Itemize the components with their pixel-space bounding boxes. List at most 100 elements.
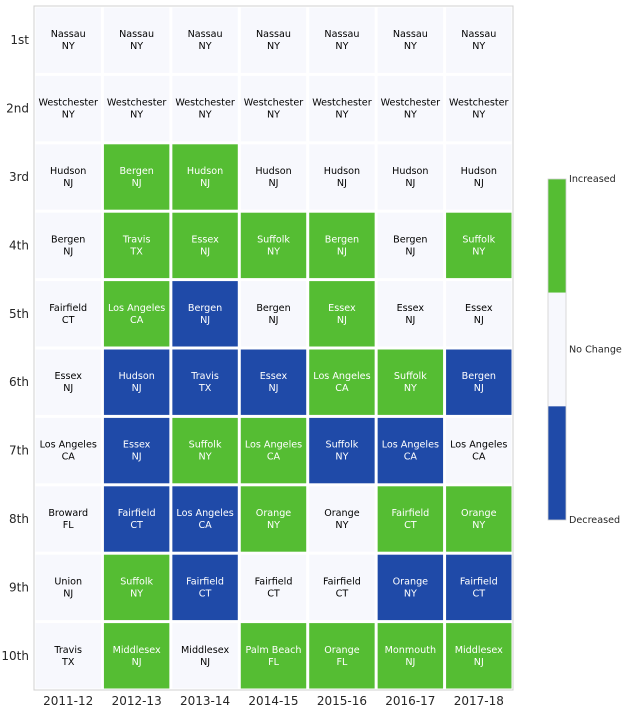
cell-county: Fairfield (460, 576, 498, 587)
heatmap-cells: NassauNYNassauNYNassauNYNassauNYNassauNY… (35, 7, 512, 689)
colorbar-label: No Change (569, 345, 622, 356)
row-label: 10th (1, 649, 29, 663)
cell-fill (309, 417, 375, 484)
cell-fill (35, 486, 101, 552)
cell-state: NJ (63, 246, 73, 257)
cell-fill (172, 486, 238, 552)
cell-state: NJ (63, 178, 73, 189)
cell-county: Middlesex (455, 645, 503, 656)
cell-fill (240, 281, 307, 347)
cell-state: NJ (132, 657, 142, 668)
cell-state: NY (335, 41, 348, 52)
cell-county: Hudson (324, 166, 360, 177)
row-labels: 1st 2nd 3rd 4th 5th 6th 7th 8th 9th 10th (1, 33, 29, 663)
cell-county: Bergen (119, 166, 153, 177)
colorbar-band (548, 406, 566, 520)
cell-county: Los Angeles (450, 440, 507, 451)
row-label: 2nd (6, 102, 29, 116)
cell-county: Hudson (392, 166, 428, 177)
cell-state: CA (404, 452, 418, 463)
cell-county: Bergen (462, 371, 496, 382)
cell-fill (103, 7, 170, 73)
cell-county: Los Angeles (382, 440, 439, 451)
row-label: 6th (9, 375, 29, 389)
cell-state: NY (404, 383, 417, 394)
cell-fill (309, 75, 375, 142)
cell-fill (309, 144, 375, 210)
cell-county: Essex (465, 303, 493, 314)
cell-state: TX (198, 383, 212, 394)
column-label: 2011-12 (43, 694, 93, 708)
cell-state: NJ (337, 246, 347, 257)
cell-fill (377, 623, 444, 689)
cell-county: Essex (191, 234, 219, 245)
cell-fill (103, 212, 170, 279)
cell-county: Orange (461, 508, 497, 519)
cell-county: Los Angeles (176, 508, 233, 519)
cell-fill (172, 623, 238, 689)
cell-state: NJ (474, 383, 484, 394)
row-label: 8th (9, 512, 29, 526)
cell-fill (240, 486, 307, 552)
cell-state: NJ (132, 178, 142, 189)
cell-fill (240, 7, 307, 73)
cell-state: NY (472, 520, 485, 531)
cell-state: CA (335, 383, 349, 394)
cell-county: Nassau (461, 29, 496, 40)
row-label: 5th (9, 307, 29, 321)
cell-fill (240, 623, 307, 689)
cell-fill (35, 349, 101, 415)
cell-county: Nassau (119, 29, 154, 40)
cell-state: NY (130, 41, 143, 52)
cell-fill (35, 554, 101, 621)
cell-state: CA (130, 315, 144, 326)
cell-fill (446, 212, 512, 279)
cell-county: Essex (54, 371, 82, 382)
cell-county: Orange (256, 508, 292, 519)
cell-state: FL (63, 520, 75, 531)
cell-county: Bergen (393, 234, 427, 245)
cell-county: Essex (328, 303, 356, 314)
cell-fill (240, 75, 307, 142)
cell-state: NJ (268, 178, 278, 189)
cell-fill (446, 554, 512, 621)
cell-state: NY (130, 588, 143, 599)
cell-county: Suffolk (189, 440, 222, 451)
cell-state: NY (199, 41, 212, 52)
cell-fill (172, 144, 238, 210)
cell-state: NY (267, 246, 280, 257)
row-label: 7th (9, 444, 29, 458)
cell-state: NY (267, 41, 280, 52)
cell-fill (35, 75, 101, 142)
column-label: 2013-14 (180, 694, 230, 708)
cell-fill (240, 554, 307, 621)
cell-county: Bergen (256, 303, 290, 314)
cell-state: TX (61, 657, 75, 668)
cell-fill (377, 417, 444, 484)
cell-county: Los Angeles (108, 303, 165, 314)
row-label: 1st (10, 33, 29, 47)
cell-state: NY (472, 246, 485, 257)
cell-fill (446, 281, 512, 347)
cell-county: Westchester (449, 98, 509, 109)
cell-fill (103, 417, 170, 484)
